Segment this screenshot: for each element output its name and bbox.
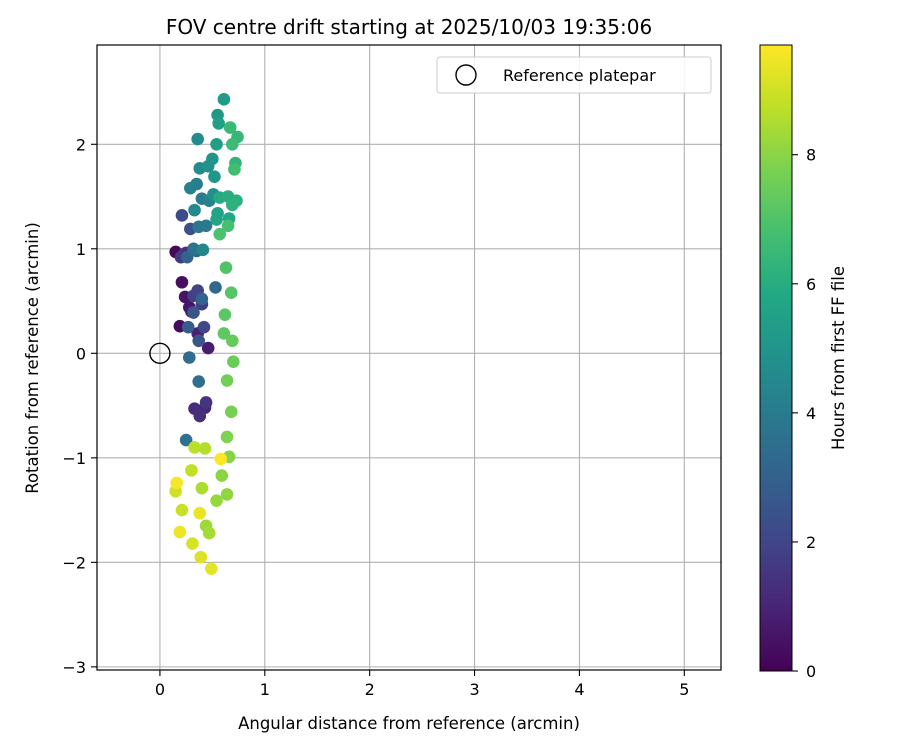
legend-entry-reference: Reference platepar	[503, 66, 656, 85]
scatter-points	[169, 93, 244, 575]
scatter-point	[179, 433, 193, 447]
x-tick-label: 2	[365, 680, 375, 699]
scatter-point	[175, 275, 189, 289]
colorbar-tick-label: 2	[806, 533, 816, 552]
scatter-point	[227, 355, 240, 368]
colorbar-tick-label: 4	[806, 404, 816, 423]
colorbar-ticks: 0 2 4 6 8	[792, 146, 816, 681]
y-axis-label: Rotation from reference (arcmin)	[23, 222, 42, 494]
scatter-point	[210, 494, 223, 507]
legend: Reference platepar	[436, 56, 712, 94]
scatter-point	[208, 170, 221, 183]
scatter-point	[181, 320, 195, 334]
scatter-point	[206, 152, 219, 166]
colorbar-tick-label: 0	[806, 662, 816, 681]
scatter-point	[201, 341, 215, 355]
scatter-point	[210, 213, 223, 226]
scatter-point	[188, 441, 201, 454]
y-tick-label: −2	[62, 553, 86, 572]
scatter-point	[187, 306, 200, 319]
scatter-point	[221, 219, 235, 233]
scatter-point	[199, 219, 213, 233]
scatter-point	[182, 351, 196, 364]
legend-box	[436, 56, 712, 94]
scatter-point	[187, 242, 200, 256]
scatter-point	[219, 261, 233, 274]
scatter-point	[224, 405, 238, 419]
scatter-point	[197, 320, 211, 334]
scatter-point	[198, 442, 212, 455]
x-tick-label: 4	[574, 680, 584, 699]
scatter-point	[186, 537, 199, 550]
scatter-point	[184, 181, 197, 195]
chart-title: FOV centre drift starting at 2025/10/03 …	[166, 15, 652, 39]
scatter-point	[217, 93, 231, 106]
colorbar: 0 2 4 6 8 Hours from first FF file	[759, 44, 848, 681]
scatter-point	[225, 334, 239, 348]
scatter-point	[213, 227, 227, 241]
scatter-point	[199, 396, 213, 409]
x-axis-ticks: 0 1 2 3 4 5	[155, 670, 689, 699]
scatter-point	[202, 526, 216, 540]
scatter-point	[215, 469, 229, 482]
scatter-point	[223, 121, 237, 134]
plot-frame	[96, 44, 722, 671]
x-tick-label: 0	[155, 680, 165, 699]
y-axis-ticks: −3 −2 −1 0 1 2	[62, 135, 97, 677]
colorbar-tick-label: 8	[806, 146, 816, 165]
scatter-point	[194, 550, 208, 564]
x-tick-label: 3	[469, 680, 479, 699]
scatter-point	[228, 163, 241, 176]
colorbar-label: Hours from first FF file	[829, 266, 848, 450]
scatter-point	[210, 137, 223, 151]
scatter-point	[170, 476, 184, 490]
scatter-point	[195, 481, 209, 495]
scatter-point	[175, 503, 189, 517]
scatter-point	[220, 430, 234, 444]
y-tick-label: 0	[76, 344, 86, 363]
scatter-point	[192, 334, 206, 348]
scatter-point	[225, 137, 239, 151]
y-tick-label: 1	[76, 240, 86, 259]
scatter-point	[196, 243, 210, 257]
scatter-point	[218, 308, 232, 321]
y-tick-label: 2	[76, 135, 86, 154]
scatter-point	[209, 281, 222, 294]
x-tick-label: 5	[679, 680, 689, 699]
scatter-point	[214, 452, 228, 466]
scatter-point	[173, 525, 187, 539]
scatter-point	[195, 292, 209, 306]
scatter-point	[175, 209, 189, 222]
colorbar-gradient	[759, 44, 793, 672]
x-tick-label: 1	[260, 680, 270, 699]
scatter-point	[220, 488, 234, 501]
scatter-point	[193, 506, 207, 520]
scatter-point	[217, 327, 231, 340]
legend-marker	[455, 64, 477, 86]
y-tick-label: −3	[62, 658, 86, 677]
scatter-point	[191, 132, 204, 146]
scatter-point	[185, 464, 198, 477]
reference-platepar-marker	[149, 342, 171, 365]
x-axis-label: Angular distance from reference (arcmin)	[238, 714, 580, 733]
y-tick-label: −1	[62, 449, 86, 468]
scatter-point	[193, 409, 207, 423]
scatter-point	[224, 286, 238, 300]
scatter-point	[188, 203, 201, 217]
scatter-point	[212, 117, 225, 130]
scatter-point	[192, 375, 206, 388]
scatter-point	[205, 562, 218, 575]
scatter-point	[225, 198, 239, 212]
colorbar-tick-label: 6	[806, 275, 816, 294]
scatter-point	[220, 374, 234, 387]
